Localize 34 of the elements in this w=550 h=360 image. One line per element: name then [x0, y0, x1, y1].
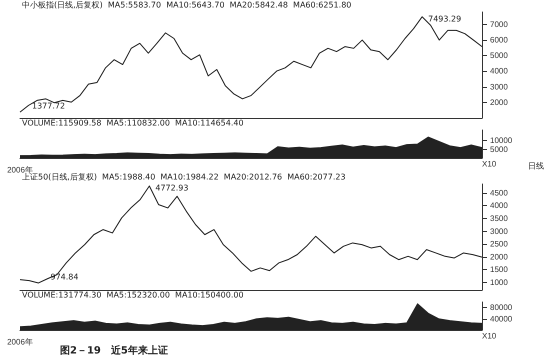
y-axis-title: X10 [482, 332, 497, 340]
text: 中小板指(日线,后复权) MA5:5583.70 MA10:5643.70 MA20:5842.48 MA60:6251.80 [22, 0, 352, 10]
y-tick-label: 5000 [490, 144, 508, 154]
y-tick-label: 7000 [490, 20, 508, 29]
y-tick-label: 2000 [490, 98, 508, 107]
y-tick-label: 80000 [490, 303, 513, 312]
y-tick-label: 6000 [490, 36, 508, 45]
y-tick-label: 4500 [490, 188, 508, 198]
x-tick-label: 2006年 [7, 166, 33, 174]
y-tick-label: 3500 [490, 214, 508, 223]
y-tick-label: 40000 [490, 314, 513, 324]
text: 日线 [528, 162, 544, 170]
y-tick-label: 4000 [490, 66, 508, 76]
annotation: 4772.93 [155, 183, 188, 192]
y-axis-title: X10 [482, 160, 497, 168]
y-tick-label: 2000 [490, 252, 508, 262]
y-tick-label: 4000 [490, 201, 508, 210]
y-tick-label: 2500 [490, 240, 508, 249]
y-tick-label: 3000 [490, 226, 508, 236]
line-series [20, 16, 482, 113]
y-tick-label: 10000 [490, 136, 513, 145]
y-tick-label: 3000 [490, 82, 508, 92]
text: VOLUME:115909.58 MA5:110832.00 MA10:114654.40 [22, 118, 244, 128]
text: VOLUME:131774.30 MA5:152320.00 MA10:150400.00 [22, 290, 244, 300]
y-tick-label: 5000 [490, 51, 508, 60]
y-tick-label: 1500 [490, 265, 508, 274]
line-series [20, 185, 482, 284]
caption: 图2－19 近5年来上证 [60, 344, 168, 356]
annotation: 7493.29 [428, 14, 462, 24]
x-tick-label: 2006年 [7, 338, 33, 346]
annotation: 1377.72 [32, 102, 66, 111]
annotation: 974.84 [50, 272, 78, 282]
text: 上证50(日线,后复权) MA5:1988.40 MA10:1984.22 MA20:2012.76 MA60:2077.23 [22, 172, 346, 182]
y-tick-label: 1000 [490, 278, 508, 287]
